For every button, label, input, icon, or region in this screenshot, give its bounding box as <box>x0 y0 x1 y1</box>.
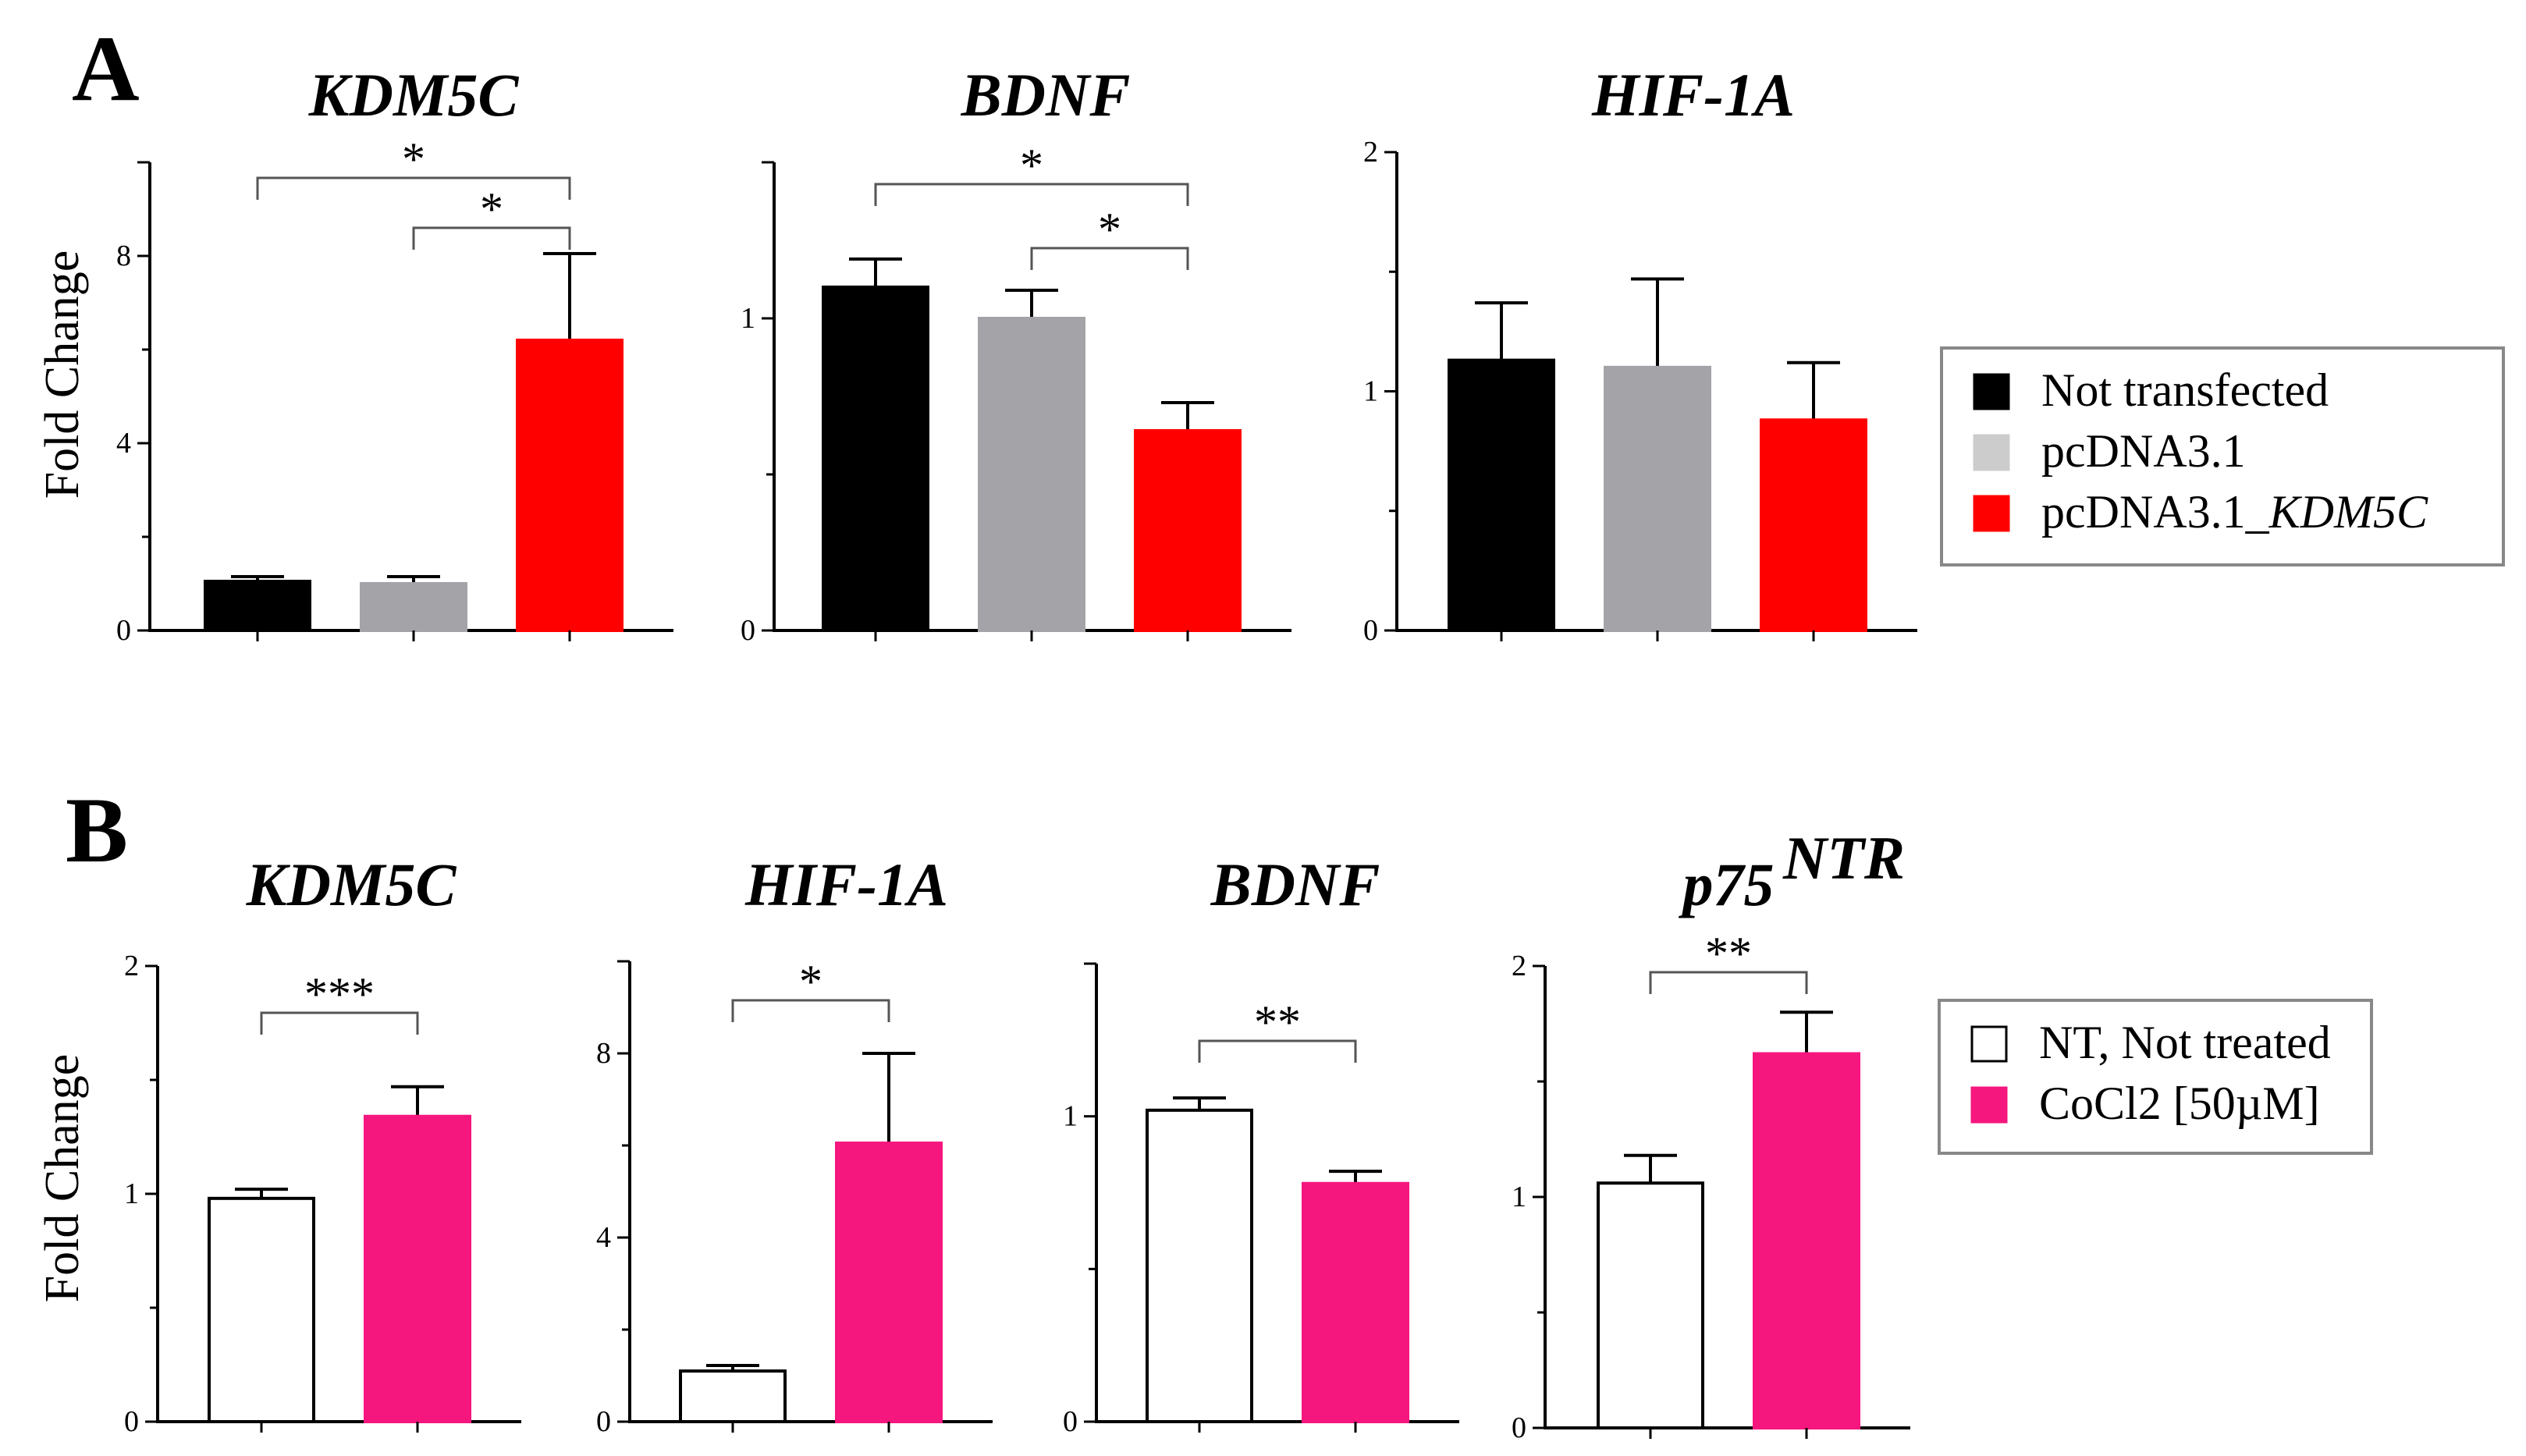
y-tick-label: 0 <box>741 614 755 647</box>
bar <box>208 1196 315 1423</box>
chart-title: p75 <box>1679 851 1775 918</box>
significance-bracket <box>874 183 1189 206</box>
bar <box>1302 1181 1409 1423</box>
significance-label: * <box>402 133 425 185</box>
y-tick-label: 8 <box>116 240 131 272</box>
chart-title: KDM5C <box>246 851 457 918</box>
significance-label: ** <box>1705 928 1752 979</box>
chart-title: BDNF <box>961 61 1131 129</box>
bar <box>822 286 929 632</box>
bar <box>364 1114 471 1423</box>
bar <box>679 1369 787 1423</box>
bar <box>360 582 467 632</box>
y-tick-label: 1 <box>1512 1181 1526 1213</box>
y-tick-label: 0 <box>116 614 131 647</box>
legend-label-text: pcDNA3.1 <box>2041 425 2246 477</box>
y-tick-label: 0 <box>596 1405 611 1438</box>
charts-layer: KDM5C048**BDNF01**HIF-1A012KDM5C012***HI… <box>116 61 1917 1444</box>
bar <box>516 339 624 632</box>
legend-b: NT, Not treated CoCl2 [50µM] <box>1938 999 2373 1155</box>
significance-bracket <box>1649 971 1808 994</box>
significance-bracket <box>256 176 571 200</box>
significance-label: *** <box>304 968 375 1020</box>
legend-swatch <box>1970 1025 2008 1063</box>
significance-label: * <box>1020 140 1043 191</box>
bar <box>1760 418 1867 633</box>
y-tick-label: 1 <box>124 1177 139 1210</box>
y-tick-label: 0 <box>1063 1405 1078 1438</box>
significance-bracket <box>260 1011 419 1035</box>
y-tick-label: 1 <box>1063 1100 1078 1133</box>
bar <box>1448 358 1555 632</box>
significance-label: ** <box>1254 996 1301 1048</box>
legend-box <box>1938 999 2373 1155</box>
chart-b3: BDNF 0 1 ** <box>1063 851 1459 1438</box>
legend-swatch <box>1973 373 2010 410</box>
legend-swatch <box>1973 495 2010 532</box>
y-tick-label: 0 <box>1512 1412 1526 1444</box>
legend-label-text: CoCl2 [50µM] <box>2039 1078 2320 1129</box>
legend-label: Not transfected <box>2041 364 2329 416</box>
y-tick-label: 4 <box>116 427 131 460</box>
bar <box>1604 365 1711 632</box>
y-axis-label-b: Fold Change <box>36 1054 89 1303</box>
y-tick-label: 0 <box>1363 614 1378 647</box>
bar <box>1146 1108 1253 1423</box>
legend-box <box>1940 346 2505 566</box>
bar <box>1753 1052 1860 1429</box>
significance-bracket <box>731 999 890 1022</box>
chart-title: KDM5C <box>308 61 520 129</box>
y-tick-label: 4 <box>596 1221 611 1254</box>
legend-label-text: Not transfected <box>2041 364 2329 416</box>
bar <box>204 580 311 632</box>
significance-bracket <box>1030 247 1189 270</box>
legend-label-italic: KDM5C <box>2268 486 2428 538</box>
chart-title: HIF-1A <box>1591 61 1795 129</box>
bar <box>835 1142 943 1424</box>
significance-bracket <box>1198 1039 1357 1063</box>
chart-title: HIF-1A <box>744 851 948 918</box>
chart-b4: p75 NTR 0 1 2 ** <box>1512 824 1910 1444</box>
legend-a: Not transfected pcDNA3.1 pcDNA3.1_KDM5C <box>1940 346 2505 566</box>
y-tick-label: 2 <box>1512 950 1526 982</box>
panel-letter-b: B <box>66 778 128 882</box>
chart-title: BDNF <box>1210 851 1380 918</box>
y-tick-label: 2 <box>124 950 139 982</box>
significance-label: * <box>480 183 503 235</box>
legend-swatch <box>1970 1086 2008 1124</box>
legend-label: pcDNA3.1_KDM5C <box>2041 486 2428 538</box>
legend-label-text: pcDNA3.1_ <box>2041 486 2270 538</box>
panel-letter-a: A <box>72 16 140 120</box>
legend-label: CoCl2 [50µM] <box>2039 1078 2320 1129</box>
y-axis-label-a: Fold Change <box>36 250 89 499</box>
bar <box>1597 1181 1704 1429</box>
y-tick-label: 8 <box>596 1037 611 1070</box>
bar <box>1134 429 1242 632</box>
legend-swatch <box>1973 434 2010 471</box>
y-tick-label: 1 <box>741 302 755 335</box>
chart-title-superscript: NTR <box>1782 824 1905 892</box>
y-tick-label: 0 <box>124 1405 139 1438</box>
significance-bracket <box>412 226 571 250</box>
chart-b2: HIF-1A 0 4 8 * <box>596 851 993 1438</box>
legend-label: pcDNA3.1 <box>2041 425 2246 477</box>
y-tick-label: 2 <box>1363 136 1378 169</box>
chart-a3: HIF-1A 0 1 2 <box>1363 61 1917 647</box>
chart-a1: KDM5C 0 4 8 * * <box>116 61 673 647</box>
significance-label: * <box>799 956 822 1007</box>
legend-label: NT, Not treated <box>2039 1017 2331 1068</box>
chart-b1: KDM5C 0 1 2 *** <box>124 851 521 1438</box>
y-tick-label: 1 <box>1363 375 1378 408</box>
significance-label: * <box>1098 204 1121 255</box>
chart-a2: BDNF 0 1 * * <box>741 61 1291 647</box>
bar <box>978 317 1085 632</box>
legend-label-text: NT, Not treated <box>2039 1017 2331 1068</box>
